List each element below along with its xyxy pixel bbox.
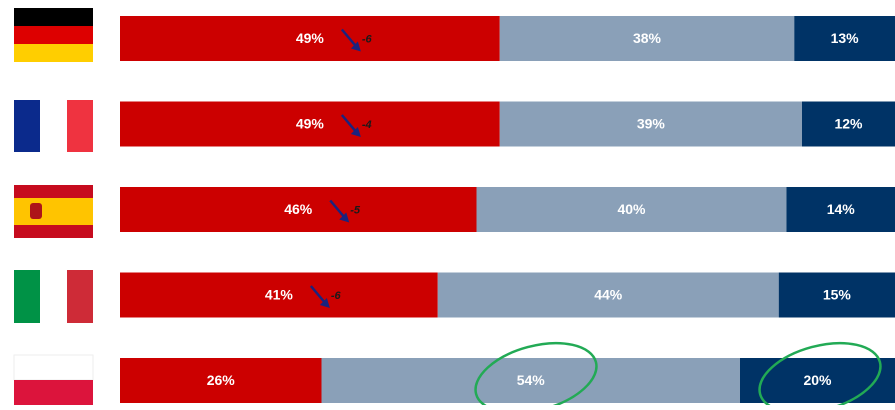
bars: 49% -6 38% 13% 49% -4 39% 12% 46% -5 40% 14% 41% -6 44… [120, 16, 895, 403]
value-label: 46% [284, 201, 313, 217]
value-label: 20% [803, 372, 832, 388]
value-label: 49% [296, 30, 325, 46]
value-label: 14% [827, 201, 856, 217]
flag-france [14, 100, 93, 152]
value-label: 38% [633, 30, 662, 46]
value-label: 44% [594, 287, 623, 303]
change-label: -6 [362, 33, 373, 45]
change-label: -4 [362, 119, 372, 131]
flag-spain [14, 185, 93, 238]
flag-italy [14, 270, 93, 323]
change-label: -6 [331, 290, 342, 302]
value-label: 13% [831, 30, 860, 46]
value-label: 41% [265, 287, 294, 303]
value-label: 12% [834, 116, 863, 132]
value-label: 39% [637, 116, 666, 132]
flag-poland [14, 355, 93, 405]
flag-germany [14, 8, 93, 62]
value-label: 49% [296, 116, 325, 132]
value-label: 54% [517, 372, 546, 388]
value-label: 40% [617, 201, 646, 217]
value-label: 26% [207, 372, 236, 388]
change-label: -5 [350, 204, 361, 216]
value-label: 15% [823, 287, 852, 303]
